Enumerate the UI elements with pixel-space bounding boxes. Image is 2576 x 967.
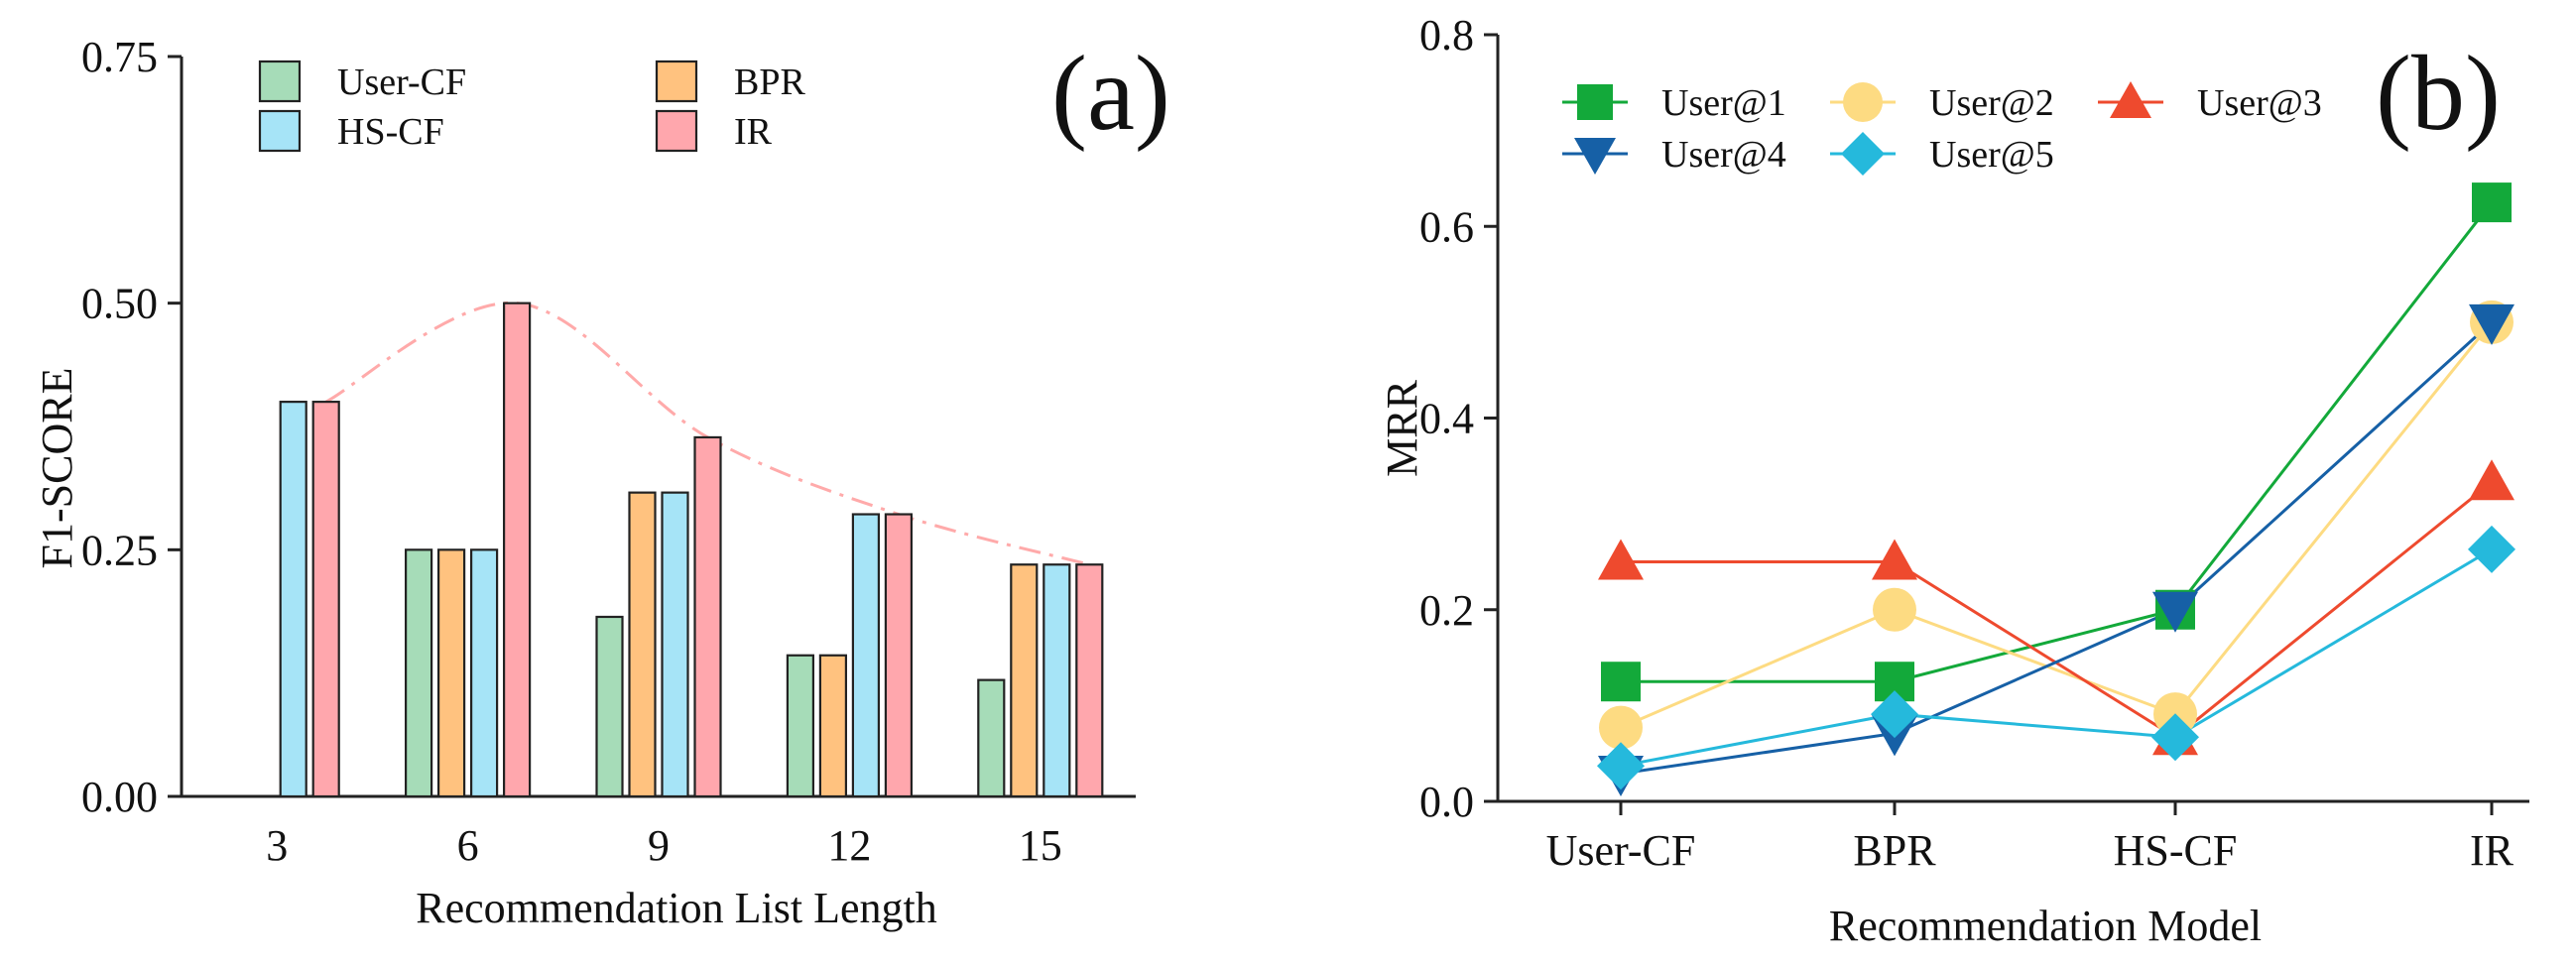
panel-a-x-tick-label: 15 — [1019, 821, 1062, 870]
panel-a-legend-swatch-user-cf — [258, 60, 302, 103]
panel-b-legend-marker-user-4 — [1574, 138, 1616, 175]
panel-b-x-tick-label: BPR — [1853, 826, 1936, 875]
panel-a-y-axis-title: F1-SCORE — [33, 368, 81, 569]
panel-a-legend-label: HS-CF — [337, 111, 444, 153]
panel-a-legend-swatch-bpr — [655, 60, 698, 103]
panel-b-x-tick-label: HS-CF — [2114, 826, 2238, 875]
panel-a-label: (a) — [1051, 35, 1170, 153]
bar-user-cf-15 — [977, 678, 1006, 798]
panel-b-legend-label: User@3 — [2197, 82, 2322, 124]
bar-ir-12 — [884, 513, 914, 798]
point-user-5-bpr — [1871, 690, 1918, 739]
bar-ir-3 — [311, 401, 340, 798]
point-user-3-bpr — [1872, 539, 1917, 580]
bar-bpr-6 — [437, 548, 466, 798]
panel-a-bar-chart: (a) Recommendation List Length F1-SCORE … — [33, 33, 1170, 932]
panel-a-tick-labels: 0.00 0.25 0.50 0.75 3 6 9 12 15 — [81, 33, 1062, 870]
panel-a-x-tick-label: 6 — [457, 821, 479, 870]
panel-b-legend-marker-user-3 — [2110, 81, 2151, 118]
panel-b-x-tick-label: IR — [2470, 826, 2515, 875]
panel-b-legend-marker-user-1 — [1577, 84, 1613, 120]
panel-b-legend-label: User@2 — [1929, 82, 2054, 124]
panel-b-legend-label: User@1 — [1661, 82, 1786, 124]
line-user-4 — [1620, 320, 2494, 776]
point-user-4-ir — [2469, 303, 2515, 345]
panel-a-y-tick-label: 0.75 — [81, 33, 158, 81]
panel-a-y-tick-label: 0.00 — [81, 773, 158, 821]
line-user-1 — [1621, 201, 2494, 683]
panel-b-y-tick-label: 0.8 — [1419, 11, 1474, 60]
point-user-5-hs-cf — [2151, 713, 2199, 762]
panel-b-label: (b) — [2376, 35, 2501, 153]
panel-a-x-tick-label: 9 — [648, 821, 670, 870]
bar-user-cf-6 — [405, 548, 433, 798]
panel-b-legend-marker-user-5 — [1841, 132, 1885, 176]
bar-hs-cf-3 — [279, 401, 307, 798]
panel-b-y-tick-label: 0.0 — [1419, 778, 1474, 826]
point-user-2-bpr — [1873, 587, 1916, 632]
point-user-1-ir — [2472, 182, 2512, 223]
panel-a-y-tick-label: 0.50 — [81, 280, 158, 328]
panel-b-legend-marker-user-2 — [1843, 82, 1883, 122]
bar-bpr-15 — [1010, 563, 1039, 798]
panel-a-legend-label: IR — [734, 111, 773, 153]
bar-ir-9 — [693, 435, 722, 798]
panel-b-x-axis-title: Recommendation Model — [1829, 902, 2262, 950]
panel-a-legend-swatch-hs-cf — [258, 109, 302, 153]
panel-a-x-tick-label: 3 — [266, 821, 288, 870]
panel-a-y-tick-label: 0.25 — [81, 526, 158, 574]
panel-a-axes — [168, 55, 1136, 798]
bar-hs-cf-15 — [1043, 563, 1071, 798]
point-user-3-ir — [2469, 459, 2515, 501]
bar-hs-cf-12 — [851, 513, 881, 798]
panel-a-legend-swatch-ir — [655, 109, 698, 153]
panel-b-series-lines — [1620, 201, 2494, 776]
panel-b-tick-labels: 0.0 0.2 0.4 0.6 0.8 User-CF BPR HS-CF IR — [1419, 11, 2515, 875]
panel-b-y-tick-label: 0.2 — [1419, 586, 1474, 635]
line-user-5 — [1620, 547, 2493, 768]
point-user-5-ir — [2468, 525, 2515, 573]
bar-user-cf-9 — [595, 615, 624, 798]
panel-a-x-tick-label: 12 — [827, 821, 871, 870]
bar-ir-6 — [503, 302, 532, 798]
panel-b-series-markers — [1597, 182, 2515, 796]
point-user-4-hs-cf — [2152, 591, 2198, 633]
bar-user-cf-12 — [786, 654, 815, 798]
point-user-3-user-cf — [1598, 539, 1644, 580]
panel-b-axes — [1484, 33, 2529, 815]
panel-b-y-tick-label: 0.4 — [1419, 395, 1474, 443]
panel-b-legend-label: User@4 — [1661, 134, 1786, 176]
panel-a-bars — [279, 302, 1104, 798]
line-user-3 — [1621, 481, 2493, 740]
point-user-2-user-cf — [1599, 705, 1643, 750]
bar-bpr-12 — [818, 654, 848, 798]
panel-b-y-tick-label: 0.6 — [1419, 202, 1474, 251]
bar-hs-cf-6 — [470, 548, 499, 798]
panel-a-legend: User-CF HS-CF BPR IR — [258, 60, 805, 153]
panel-b-y-axis-title: MRR — [1378, 379, 1426, 476]
point-user-1-user-cf — [1601, 662, 1641, 702]
line-user-2 — [1620, 320, 2494, 729]
point-user-5-user-cf — [1597, 742, 1645, 790]
bar-hs-cf-9 — [661, 491, 689, 798]
panel-b-x-tick-label: User-CF — [1546, 826, 1696, 875]
panel-b-legend: User@1 User@2 User@3 User@4 User@5 — [1562, 81, 2322, 176]
bar-ir-15 — [1075, 563, 1104, 798]
panel-b-legend-label: User@5 — [1929, 134, 2054, 176]
panel-b-line-chart: (b) Recommendation Model MRR 0.00.20.40.… — [1378, 11, 2529, 950]
panel-a-legend-label: BPR — [734, 61, 805, 103]
bar-bpr-9 — [628, 491, 657, 798]
panel-a-x-axis-title: Recommendation List Length — [416, 884, 936, 932]
panel-a-legend-label: User-CF — [337, 61, 466, 103]
